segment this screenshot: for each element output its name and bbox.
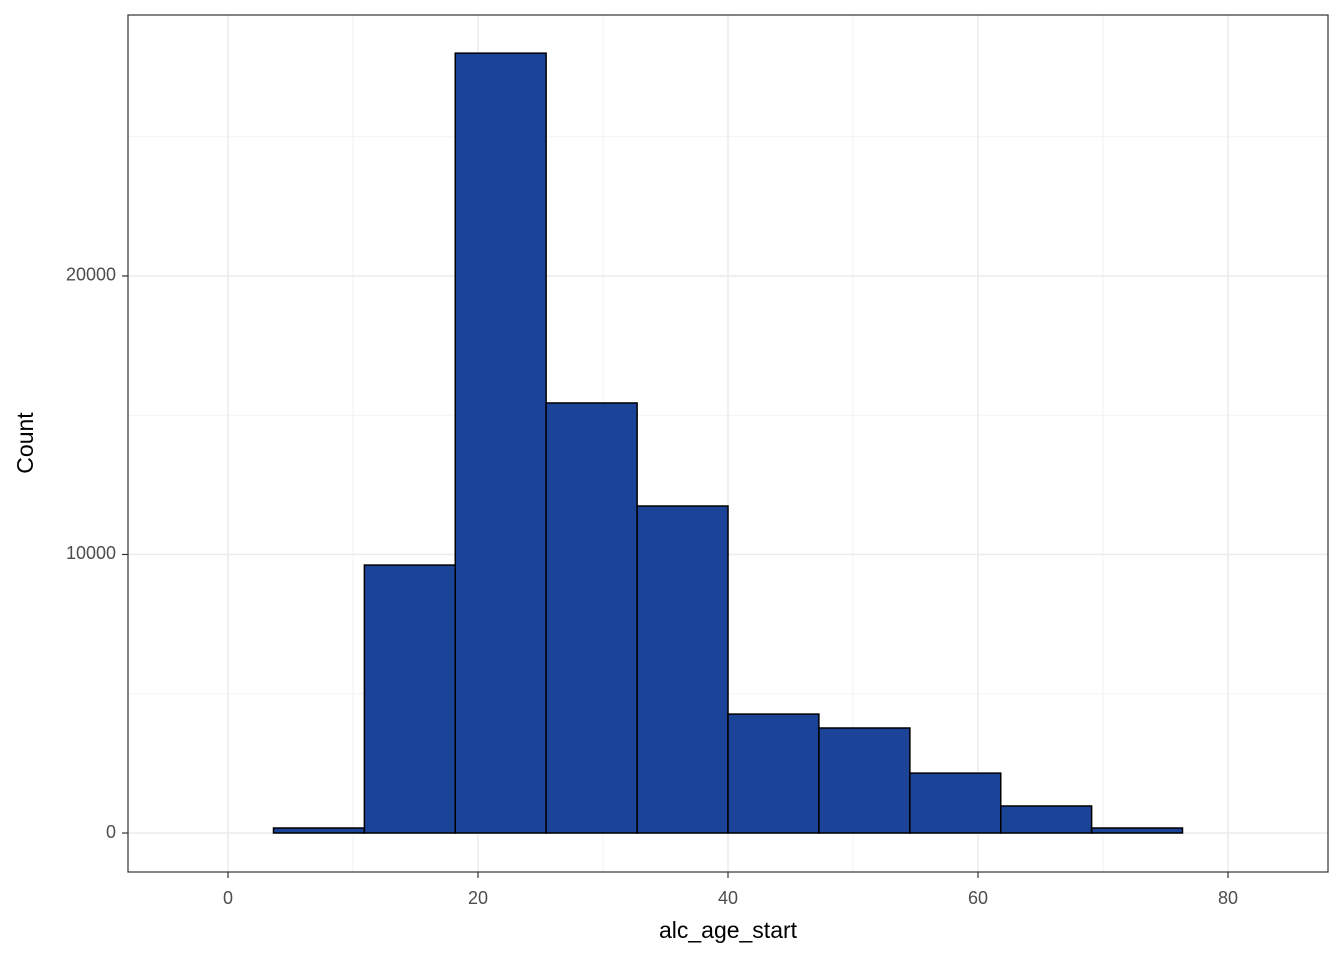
panel-border (127, 14, 1329, 873)
y-axis-title: Count (12, 412, 38, 474)
y-tick-label: 0 (106, 822, 116, 842)
y-tick-label: 20000 (66, 265, 116, 285)
x-tick-label: 80 (1218, 888, 1238, 908)
bar (1090, 827, 1184, 834)
x-tick-label: 40 (718, 888, 738, 908)
x-tick-label: 60 (968, 888, 988, 908)
bar (727, 713, 820, 834)
bar (545, 402, 638, 834)
bar (909, 772, 1002, 834)
bar (818, 727, 911, 834)
x-tick-label: 20 (468, 888, 488, 908)
bar (1000, 805, 1093, 834)
bar (272, 827, 366, 834)
y-tick-label: 10000 (66, 543, 116, 563)
x-tick-label: 0 (223, 888, 233, 908)
x-axis-title: alc_age_start (659, 917, 798, 943)
bar (363, 564, 456, 834)
bar (636, 505, 729, 834)
bar (454, 52, 547, 834)
